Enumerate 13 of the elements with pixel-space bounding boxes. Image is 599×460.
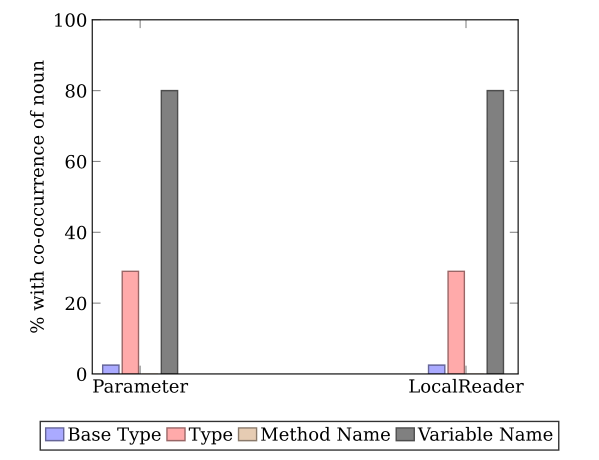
legend-label: Variable Name (418, 426, 552, 441)
legend-label: Base Type (68, 427, 161, 445)
x-tick-label: LocalReader (409, 378, 524, 393)
legend-label: Type (188, 427, 232, 445)
y-tick-label: 40 (64, 226, 86, 240)
y-tick-label: 80 (66, 84, 86, 98)
legend-label: Method Name (261, 426, 390, 441)
y-tick-label: 100 (55, 13, 86, 27)
y-tick-label: 60 (66, 154, 86, 169)
y-tick-label: 20 (66, 296, 86, 310)
y-tick-label: 0 (77, 367, 86, 382)
y-axis-title: % with co-occurrence of noun (30, 60, 44, 333)
x-tick-label: Parameter (93, 379, 188, 393)
